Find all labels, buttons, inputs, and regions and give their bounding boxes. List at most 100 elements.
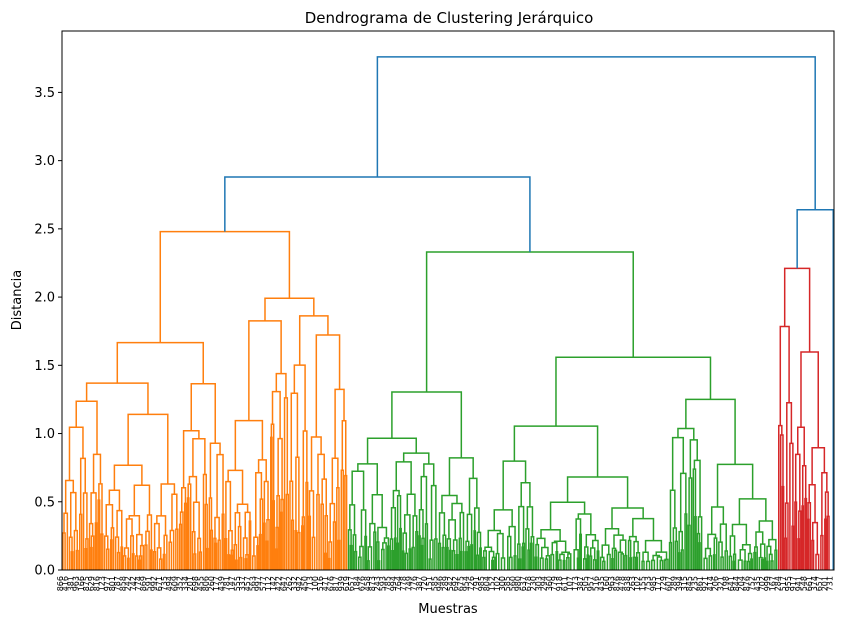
dendrogram-link: [351, 470, 365, 510]
dendrogram-link: [391, 391, 463, 458]
dendrogram-link: [506, 535, 512, 570]
x-tick-label: 955: [784, 576, 793, 591]
dendrogram-link: [244, 558, 248, 570]
dendrogram-link: [551, 541, 558, 555]
x-tick-label: 778: [399, 576, 408, 591]
dendrogram-link: [728, 555, 733, 570]
dendrogram-link: [750, 558, 754, 570]
dendrogram-link: [138, 559, 142, 570]
x-tick-label: 167: [768, 576, 777, 591]
x-tick-label: 516: [592, 576, 601, 591]
dendrogram-link: [205, 547, 209, 570]
x-tick-label: 858: [118, 576, 127, 591]
x-tick-label: 675: [456, 576, 465, 591]
y-tick-label: 3.0: [34, 154, 55, 169]
x-tick-label: 791: [472, 576, 481, 591]
x-tick-label: 332: [290, 576, 299, 591]
dendrogram-link: [669, 489, 676, 543]
x-tick-label: 387: [576, 576, 585, 591]
x-tick-label: 171: [654, 576, 663, 591]
dendrogram-link: [399, 527, 402, 570]
dendrogram-link: [518, 558, 522, 570]
x-tick-label: 517: [779, 576, 788, 591]
dendrogram-link: [364, 535, 368, 570]
x-tick-label: 873: [368, 576, 377, 591]
x-tick-label: 360: [545, 576, 554, 591]
dendrogram-link: [331, 457, 339, 504]
dendrogram-link: [160, 483, 176, 516]
x-tick-label: 204: [737, 576, 746, 591]
dendrogram-link: [146, 514, 153, 551]
dendrogram-link: [611, 507, 644, 529]
x-tick-label: 918: [555, 576, 564, 591]
dendrogram-link: [144, 544, 148, 570]
x-tick-label: 641: [727, 576, 736, 591]
y-tick-label: 2.0: [34, 291, 55, 306]
x-tick-label: 201: [186, 576, 195, 591]
x-tick-label: 678: [524, 576, 533, 591]
dendrogram-link: [116, 341, 204, 384]
dendrogram-link: [109, 539, 113, 570]
dendrogram-link: [131, 553, 135, 570]
dendrogram-link: [70, 551, 74, 570]
x-tick-label: 776: [410, 576, 419, 591]
dendrogram-link: [602, 560, 606, 570]
x-tick-label: 779: [550, 576, 559, 591]
x-tick-label: 381: [66, 576, 75, 591]
dendrogram-link: [162, 553, 166, 570]
dendrogram-link: [245, 553, 249, 570]
dendrogram-link: [553, 540, 567, 553]
dendrogram-link: [336, 486, 340, 570]
x-tick-label: 992: [150, 576, 159, 591]
dendrogram-link: [182, 429, 200, 488]
x-tick-label: 963: [607, 576, 616, 591]
dendrogram-link: [126, 557, 130, 570]
dendrogram-link: [784, 502, 789, 570]
dendrogram-link: [262, 522, 266, 570]
x-tick-label: 845: [685, 576, 694, 591]
x-tick-label: 591: [144, 576, 153, 591]
dendrogram-link: [69, 491, 77, 538]
dendrogram-link: [248, 320, 282, 421]
x-tick-label: 505: [581, 576, 590, 591]
dendrogram-link: [317, 453, 325, 495]
x-tick-label: 374: [810, 576, 819, 591]
dendrogram-link: [279, 511, 283, 570]
x-tick-label: 720: [420, 576, 429, 591]
y-tick-label: 1.5: [34, 359, 55, 374]
x-tick-label: 548: [800, 576, 809, 591]
x-tick-label: 262: [285, 576, 294, 591]
dendrogram-link: [277, 437, 283, 500]
x-tick-label: 661: [805, 576, 814, 591]
dendrogram-link: [668, 541, 673, 570]
dendrogram-link: [644, 539, 663, 553]
dendrogram-link: [116, 509, 123, 548]
x-tick-label: 112: [264, 576, 273, 591]
dendrogram-link: [418, 509, 424, 539]
dendrogram-link: [633, 540, 639, 558]
dendrogram-link: [437, 542, 442, 570]
x-tick-label: 752: [748, 576, 757, 591]
dendrogram-link: [448, 549, 452, 570]
dendrogram-link: [328, 541, 333, 570]
dendrogram-link: [797, 426, 805, 466]
dendrogram-link: [153, 522, 160, 552]
dendrogram-link: [458, 537, 462, 570]
dendrogram-link: [784, 537, 788, 570]
dendrogram-link: [90, 546, 93, 570]
dendrogram-link: [98, 483, 103, 535]
x-tick-labels: 8664163819631668756298161239778017878582…: [56, 576, 835, 591]
dendrogram-link: [451, 502, 463, 520]
dendrogram-link: [589, 547, 596, 560]
x-tick-label: 284: [774, 576, 783, 591]
dendrogram-link: [62, 532, 66, 570]
dendrogram-link: [248, 520, 252, 570]
dendrogram-link: [601, 544, 610, 558]
dendrogram-link: [234, 419, 264, 471]
x-tick-label: 749: [404, 576, 413, 591]
dendrogram-link: [138, 555, 143, 570]
x-tick-label: 414: [706, 576, 715, 591]
dendrogram-link: [737, 559, 743, 570]
dendrogram-link: [266, 518, 270, 570]
dendrogram-link: [120, 546, 124, 570]
